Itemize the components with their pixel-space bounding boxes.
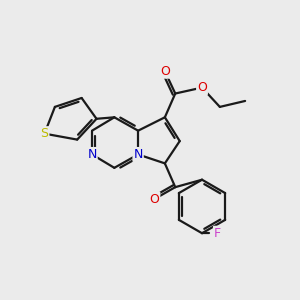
Text: N: N bbox=[134, 148, 143, 161]
Text: S: S bbox=[40, 127, 49, 140]
Text: F: F bbox=[214, 227, 221, 240]
Text: O: O bbox=[197, 81, 207, 94]
Text: O: O bbox=[149, 193, 159, 206]
Text: N: N bbox=[87, 148, 97, 161]
Text: O: O bbox=[160, 65, 170, 78]
